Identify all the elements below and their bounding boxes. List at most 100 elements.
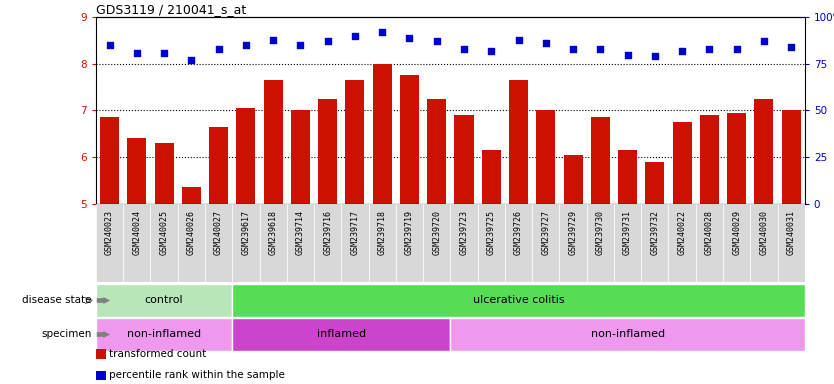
Bar bbox=[564, 155, 583, 204]
Text: GSM239726: GSM239726 bbox=[514, 210, 523, 255]
Point bbox=[321, 38, 334, 45]
Bar bbox=[232, 204, 259, 282]
Point bbox=[512, 36, 525, 43]
Point bbox=[730, 46, 743, 52]
Bar bbox=[669, 204, 696, 282]
Bar bbox=[100, 118, 119, 204]
Text: percentile rank within the sample: percentile rank within the sample bbox=[109, 370, 285, 380]
Point bbox=[648, 53, 661, 60]
Text: GSM240027: GSM240027 bbox=[214, 210, 224, 255]
Bar bbox=[236, 108, 255, 204]
Point bbox=[212, 46, 225, 52]
Bar bbox=[423, 204, 450, 282]
Point bbox=[785, 44, 798, 50]
Text: disease state: disease state bbox=[23, 295, 92, 306]
Bar bbox=[450, 318, 805, 351]
Text: GDS3119 / 210041_s_at: GDS3119 / 210041_s_at bbox=[96, 3, 246, 16]
Point bbox=[757, 38, 771, 45]
Bar bbox=[614, 204, 641, 282]
Text: GSM239730: GSM239730 bbox=[595, 210, 605, 255]
Text: GSM239731: GSM239731 bbox=[623, 210, 632, 255]
Point bbox=[676, 48, 689, 54]
Bar bbox=[755, 99, 773, 204]
Bar bbox=[586, 204, 614, 282]
Point bbox=[130, 50, 143, 56]
Bar bbox=[264, 80, 283, 204]
Bar bbox=[781, 111, 801, 204]
Bar bbox=[777, 204, 805, 282]
Bar bbox=[373, 64, 392, 204]
Text: GSM239716: GSM239716 bbox=[323, 210, 332, 255]
Bar bbox=[96, 284, 232, 317]
Point bbox=[349, 33, 362, 39]
Bar bbox=[314, 204, 341, 282]
Bar bbox=[369, 204, 396, 282]
Text: GSM239732: GSM239732 bbox=[651, 210, 660, 255]
Bar bbox=[341, 204, 369, 282]
Text: GSM240025: GSM240025 bbox=[159, 210, 168, 255]
Bar bbox=[509, 80, 528, 204]
Point bbox=[239, 42, 253, 48]
Bar bbox=[482, 150, 500, 204]
Text: GSM240029: GSM240029 bbox=[732, 210, 741, 255]
Bar bbox=[318, 99, 337, 204]
Text: GSM240023: GSM240023 bbox=[105, 210, 114, 255]
Bar bbox=[209, 127, 229, 204]
Bar bbox=[400, 76, 419, 204]
Point bbox=[184, 57, 198, 63]
Bar bbox=[751, 204, 777, 282]
Bar bbox=[182, 187, 201, 204]
Point bbox=[430, 38, 444, 45]
Bar bbox=[128, 138, 146, 204]
Point bbox=[539, 40, 552, 46]
Bar bbox=[178, 204, 205, 282]
Text: GSM239723: GSM239723 bbox=[460, 210, 469, 255]
Text: GSM239617: GSM239617 bbox=[241, 210, 250, 255]
Text: GSM239725: GSM239725 bbox=[487, 210, 495, 255]
Text: GSM239717: GSM239717 bbox=[350, 210, 359, 255]
Text: GSM240022: GSM240022 bbox=[677, 210, 686, 255]
Text: GSM239718: GSM239718 bbox=[378, 210, 387, 255]
Text: GSM239727: GSM239727 bbox=[541, 210, 550, 255]
Point bbox=[375, 29, 389, 35]
Bar bbox=[232, 318, 450, 351]
Point bbox=[566, 46, 580, 52]
Point bbox=[594, 46, 607, 52]
Text: GSM239729: GSM239729 bbox=[569, 210, 578, 255]
Text: inflamed: inflamed bbox=[317, 329, 366, 339]
Text: transformed count: transformed count bbox=[109, 349, 207, 359]
Point bbox=[485, 48, 498, 54]
Bar bbox=[532, 204, 560, 282]
Bar bbox=[700, 115, 719, 204]
Text: GSM240026: GSM240026 bbox=[187, 210, 196, 255]
Bar bbox=[287, 204, 314, 282]
Bar bbox=[455, 115, 474, 204]
Text: specimen: specimen bbox=[42, 329, 92, 339]
Bar bbox=[96, 318, 232, 351]
Bar bbox=[505, 204, 532, 282]
Point bbox=[294, 42, 307, 48]
Bar bbox=[590, 118, 610, 204]
Point bbox=[103, 42, 116, 48]
Bar bbox=[396, 204, 423, 282]
Bar bbox=[154, 143, 173, 204]
Bar bbox=[232, 284, 805, 317]
Bar bbox=[345, 80, 364, 204]
Point bbox=[457, 46, 470, 52]
Text: GSM240028: GSM240028 bbox=[705, 210, 714, 255]
Bar bbox=[536, 111, 555, 204]
Bar bbox=[696, 204, 723, 282]
Text: GSM239720: GSM239720 bbox=[432, 210, 441, 255]
Bar bbox=[123, 204, 150, 282]
Text: non-inflamed: non-inflamed bbox=[127, 329, 201, 339]
Text: GSM240024: GSM240024 bbox=[133, 210, 141, 255]
Bar bbox=[150, 204, 178, 282]
Text: non-inflamed: non-inflamed bbox=[590, 329, 665, 339]
Bar bbox=[560, 204, 586, 282]
Bar bbox=[641, 204, 669, 282]
Point bbox=[620, 51, 634, 58]
Bar bbox=[618, 150, 637, 204]
Text: GSM239618: GSM239618 bbox=[269, 210, 278, 255]
Bar bbox=[450, 204, 478, 282]
Text: GSM239719: GSM239719 bbox=[405, 210, 414, 255]
